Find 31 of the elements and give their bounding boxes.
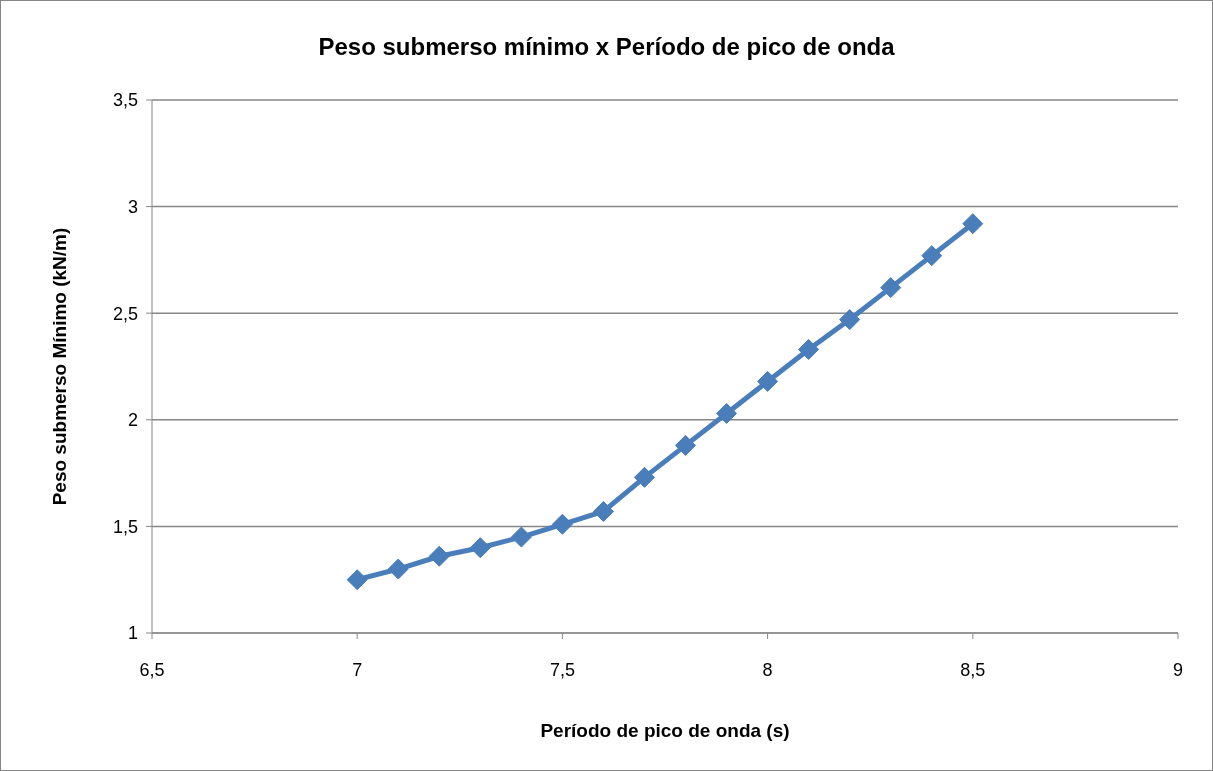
y-tick-label: 1,5 <box>112 516 138 537</box>
y-tick-label: 2 <box>127 410 138 431</box>
point <box>839 309 861 331</box>
point <box>510 526 532 548</box>
point <box>346 569 368 591</box>
x-axis-title: Período de pico de onda (s) <box>540 720 790 741</box>
point <box>592 500 614 522</box>
x-tick-label: 7 <box>352 659 363 680</box>
point <box>551 513 573 535</box>
y-tick-label: 3 <box>127 196 138 217</box>
point <box>716 402 738 424</box>
y-tick-label: 2,5 <box>112 303 138 324</box>
point <box>675 434 697 456</box>
point <box>962 213 984 235</box>
point <box>633 466 655 488</box>
x-tick-label: 6,5 <box>139 659 165 680</box>
x-tick-label: 7,5 <box>549 659 575 680</box>
x-tick-label: 8,5 <box>960 659 986 680</box>
point <box>428 545 450 567</box>
point <box>880 277 902 299</box>
x-tick-label: 9 <box>1172 659 1184 680</box>
point <box>387 558 409 580</box>
chart-title: Peso submerso mínimo x Período de pico de onda <box>317 33 896 61</box>
x-tick-label: 8 <box>762 659 773 680</box>
y-axis-title: Peso submerso Mínimo (kN/m) <box>48 227 70 506</box>
point <box>757 370 779 392</box>
y-tick-label: 3,5 <box>112 90 138 111</box>
point <box>798 338 820 360</box>
point <box>469 537 491 559</box>
point <box>921 245 943 267</box>
y-tick-label: 1 <box>127 623 138 644</box>
